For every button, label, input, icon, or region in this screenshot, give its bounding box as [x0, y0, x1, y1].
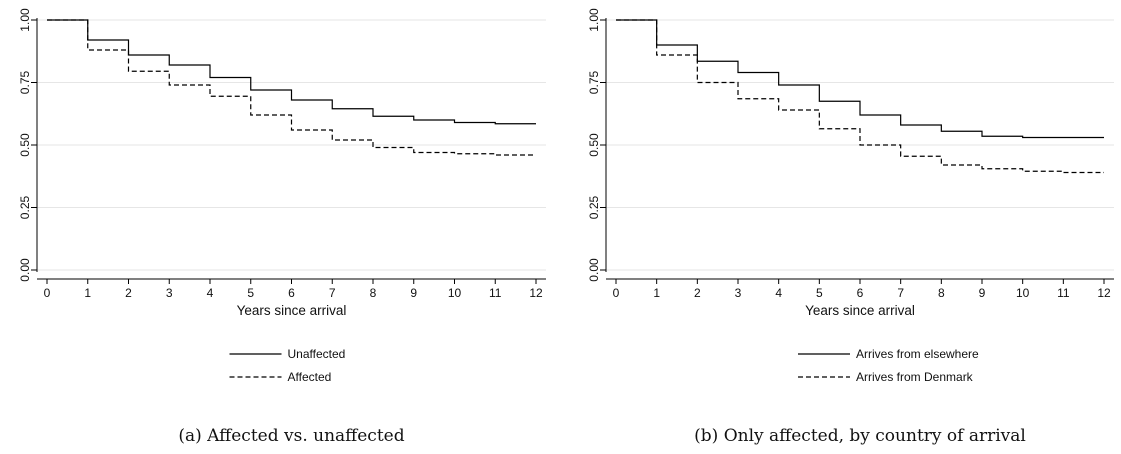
x-tick-label: 11 [489, 286, 502, 300]
y-tick-label: 1.00 [587, 8, 601, 32]
y-tick-label: 0.00 [18, 258, 32, 282]
series-line-dashed [47, 19, 536, 156]
series-line-solid [616, 19, 1104, 139]
x-axis-title: Years since arrival [805, 303, 915, 318]
chart-panel-b: 0.000.250.500.751.000 1 2 3 4 5 6 7 8 9 10 11 12Year… [587, 8, 1114, 446]
x-tick-label: 3 [166, 286, 173, 300]
series-line-solid [47, 19, 536, 125]
chart-panel-a: 0.000.250.500.751.000 1 2 3 4 5 6 7 8 9 10 11 12Year… [18, 8, 546, 446]
y-tick-label: 0.50 [587, 133, 601, 157]
y-tick-label: 1.00 [18, 8, 32, 32]
y-tick-label: 0.00 [587, 258, 601, 282]
x-tick-label: 10 [1016, 286, 1030, 300]
x-tick-label: 3 [735, 286, 742, 300]
x-tick-label: 8 [938, 286, 945, 300]
x-tick-label: 12 [1097, 286, 1111, 300]
x-tick-label: 0 [613, 286, 620, 300]
x-tick-label: 12 [529, 286, 543, 300]
y-tick-label: 0.25 [587, 195, 601, 219]
x-tick-label: 5 [247, 286, 254, 300]
x-tick-label: 2 [125, 286, 132, 300]
legend-label: Arrives from Denmark [856, 370, 974, 384]
x-tick-label: 1 [653, 286, 660, 300]
x-tick-label: 4 [775, 286, 782, 300]
x-tick-label: 11 [1057, 286, 1070, 300]
legend-label: Arrives from elsewhere [856, 347, 979, 361]
y-tick-label: 0.75 [587, 70, 601, 94]
x-tick-label: 4 [207, 286, 214, 300]
x-tick-label: 1 [84, 286, 91, 300]
x-tick-label: 7 [329, 286, 336, 300]
x-tick-label: 2 [694, 286, 701, 300]
y-tick-label: 0.75 [18, 70, 32, 94]
x-tick-label: 6 [857, 286, 864, 300]
series-line-dashed [616, 19, 1104, 174]
legend-label: Affected [288, 370, 332, 384]
legend-label: Unaffected [288, 347, 346, 361]
x-tick-label: 7 [897, 286, 904, 300]
x-tick-label: 10 [448, 286, 462, 300]
x-tick-label: 9 [410, 286, 417, 300]
x-tick-label: 0 [44, 286, 51, 300]
y-tick-label: 0.50 [18, 133, 32, 157]
figure-caption: (a) Affected vs. unaffected [178, 426, 404, 446]
y-tick-label: 0.25 [18, 195, 32, 219]
figure-caption: (b) Only affected, by country of arrival [694, 426, 1026, 446]
x-tick-label: 6 [288, 286, 295, 300]
x-tick-label: 5 [816, 286, 823, 300]
x-axis-title: Years since arrival [237, 303, 347, 318]
x-tick-label: 9 [979, 286, 986, 300]
x-tick-label: 8 [370, 286, 377, 300]
